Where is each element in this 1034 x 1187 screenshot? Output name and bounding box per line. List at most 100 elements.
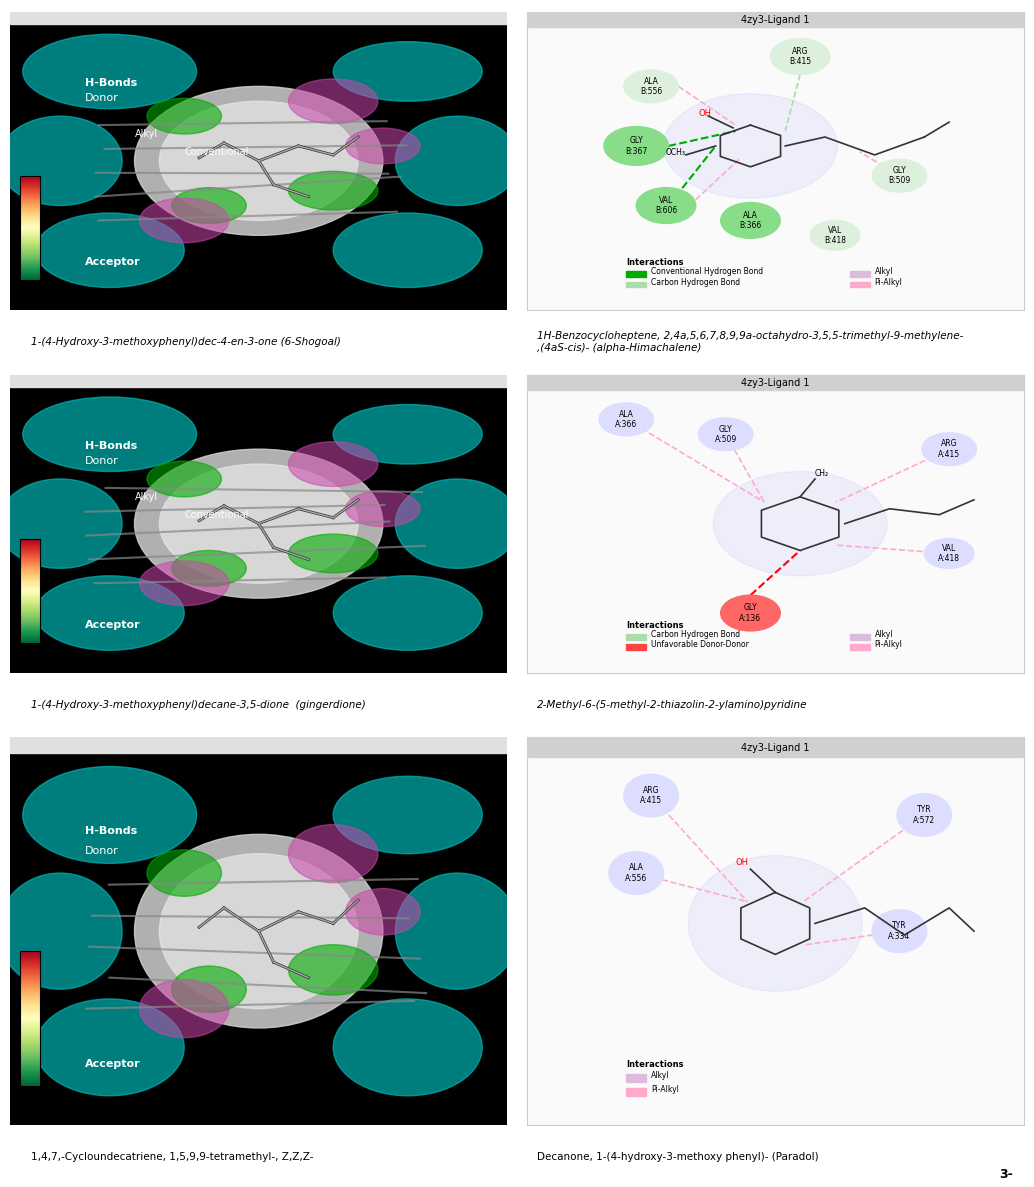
Text: H-Bonds: H-Bonds — [85, 826, 138, 837]
Bar — [850, 271, 870, 277]
Circle shape — [599, 402, 653, 436]
Text: 1,4,7,-Cycloundecatriene, 1,5,9,9-tetramethyl-, Z,Z,Z-: 1,4,7,-Cycloundecatriene, 1,5,9,9-tetram… — [31, 1153, 313, 1162]
Ellipse shape — [288, 825, 377, 883]
Text: Acceptor: Acceptor — [85, 1059, 141, 1068]
Ellipse shape — [288, 945, 377, 995]
Ellipse shape — [159, 853, 358, 1009]
Ellipse shape — [395, 116, 519, 205]
Text: Interactions: Interactions — [627, 1060, 683, 1068]
Text: ALA
A:366: ALA A:366 — [615, 410, 637, 429]
Text: GLY
A:509: GLY A:509 — [714, 425, 737, 444]
Circle shape — [922, 433, 976, 465]
Bar — [850, 634, 870, 640]
Text: ALA
B:556: ALA B:556 — [640, 77, 662, 96]
Ellipse shape — [333, 212, 482, 287]
Text: OH: OH — [735, 858, 749, 868]
Ellipse shape — [395, 480, 519, 569]
Ellipse shape — [333, 776, 482, 853]
Text: Interactions: Interactions — [627, 621, 683, 630]
Circle shape — [624, 70, 678, 103]
Ellipse shape — [288, 171, 377, 210]
Ellipse shape — [134, 834, 383, 1028]
Text: ARG
A:415: ARG A:415 — [938, 439, 961, 459]
Ellipse shape — [147, 99, 221, 134]
Text: 4zy3-Ligand 1: 4zy3-Ligand 1 — [741, 743, 810, 754]
Text: Donor: Donor — [85, 456, 119, 466]
Ellipse shape — [333, 576, 482, 650]
Text: Carbon Hydrogen Bond: Carbon Hydrogen Bond — [651, 630, 740, 639]
Ellipse shape — [35, 212, 184, 287]
Ellipse shape — [172, 188, 246, 223]
Circle shape — [810, 221, 859, 250]
Text: Unfavorable Donor-Donor: Unfavorable Donor-Donor — [651, 640, 749, 649]
Text: Pi-Alkyl: Pi-Alkyl — [875, 278, 903, 286]
Text: GLY
A:136: GLY A:136 — [739, 603, 761, 623]
Ellipse shape — [0, 480, 122, 569]
Bar — [527, 375, 1024, 389]
Text: ALA
A:556: ALA A:556 — [626, 863, 647, 883]
Text: Decanone, 1-(4-hydroxy-3-methoxy phenyl)- (Paradol): Decanone, 1-(4-hydroxy-3-methoxy phenyl)… — [538, 1153, 819, 1162]
Bar — [627, 1074, 646, 1083]
Ellipse shape — [35, 999, 184, 1096]
Ellipse shape — [140, 198, 229, 243]
Text: TYR
A:572: TYR A:572 — [913, 805, 936, 825]
Circle shape — [872, 910, 926, 952]
Ellipse shape — [159, 464, 358, 583]
Ellipse shape — [288, 442, 377, 487]
Ellipse shape — [134, 449, 383, 598]
Text: Alkyl: Alkyl — [134, 129, 157, 139]
Text: Acceptor: Acceptor — [85, 620, 141, 630]
Ellipse shape — [159, 101, 358, 221]
Bar — [627, 281, 646, 287]
Circle shape — [624, 774, 678, 817]
Text: OCH₃: OCH₃ — [666, 148, 686, 157]
Ellipse shape — [345, 491, 420, 527]
Ellipse shape — [172, 551, 246, 586]
Text: Pi-Alkyl: Pi-Alkyl — [651, 1085, 679, 1094]
Bar — [527, 12, 1024, 27]
Ellipse shape — [345, 889, 420, 935]
Bar — [627, 634, 646, 640]
Ellipse shape — [23, 34, 196, 109]
Text: GLY
B:367: GLY B:367 — [626, 137, 647, 155]
Ellipse shape — [35, 576, 184, 650]
Ellipse shape — [140, 979, 229, 1037]
Text: Alkyl: Alkyl — [651, 1072, 670, 1080]
Circle shape — [924, 539, 974, 569]
Bar — [627, 271, 646, 277]
Text: Donor: Donor — [85, 845, 119, 856]
Ellipse shape — [0, 874, 122, 989]
Ellipse shape — [288, 534, 377, 573]
Bar — [527, 737, 1024, 757]
Text: Pi-Alkyl: Pi-Alkyl — [875, 640, 903, 649]
Text: H-Bonds: H-Bonds — [85, 78, 138, 88]
Ellipse shape — [664, 94, 838, 198]
Ellipse shape — [333, 42, 482, 101]
Ellipse shape — [172, 966, 246, 1013]
Ellipse shape — [23, 396, 196, 471]
Ellipse shape — [395, 874, 519, 989]
Ellipse shape — [689, 856, 862, 991]
Text: Conventional: Conventional — [184, 509, 248, 520]
Text: VAL
B:606: VAL B:606 — [655, 196, 677, 215]
Text: GLY
B:509: GLY B:509 — [888, 166, 911, 185]
Circle shape — [896, 794, 951, 837]
Text: Carbon Hydrogen Bond: Carbon Hydrogen Bond — [651, 278, 740, 286]
Text: H-Bonds: H-Bonds — [85, 442, 138, 451]
Bar — [627, 1088, 646, 1096]
Circle shape — [604, 127, 669, 165]
Bar — [10, 737, 507, 753]
Ellipse shape — [713, 471, 887, 576]
Text: 2-Methyl-6-(5-methyl-2-thiazolin-2-ylamino)pyridine: 2-Methyl-6-(5-methyl-2-thiazolin-2-ylami… — [538, 700, 808, 710]
Text: ARG
A:415: ARG A:415 — [640, 786, 662, 805]
Text: OH: OH — [698, 109, 711, 118]
Text: 1H-Benzocycloheptene, 2,4a,5,6,7,8,9,9a-octahydro-3,5,5-trimethyl-9-methylene-
,: 1H-Benzocycloheptene, 2,4a,5,6,7,8,9,9a-… — [538, 331, 964, 353]
Circle shape — [721, 595, 781, 631]
Text: CH₂: CH₂ — [815, 469, 829, 478]
Text: Alkyl: Alkyl — [875, 630, 893, 639]
Text: 1-(4-Hydroxy-3-methoxyphenyl)decane-3,5-dione  (gingerdione): 1-(4-Hydroxy-3-methoxyphenyl)decane-3,5-… — [31, 700, 365, 710]
Text: 4zy3-Ligand 1: 4zy3-Ligand 1 — [741, 377, 810, 388]
Ellipse shape — [23, 767, 196, 863]
Text: Alkyl: Alkyl — [134, 491, 157, 502]
Text: 4zy3-Ligand 1: 4zy3-Ligand 1 — [741, 15, 810, 25]
